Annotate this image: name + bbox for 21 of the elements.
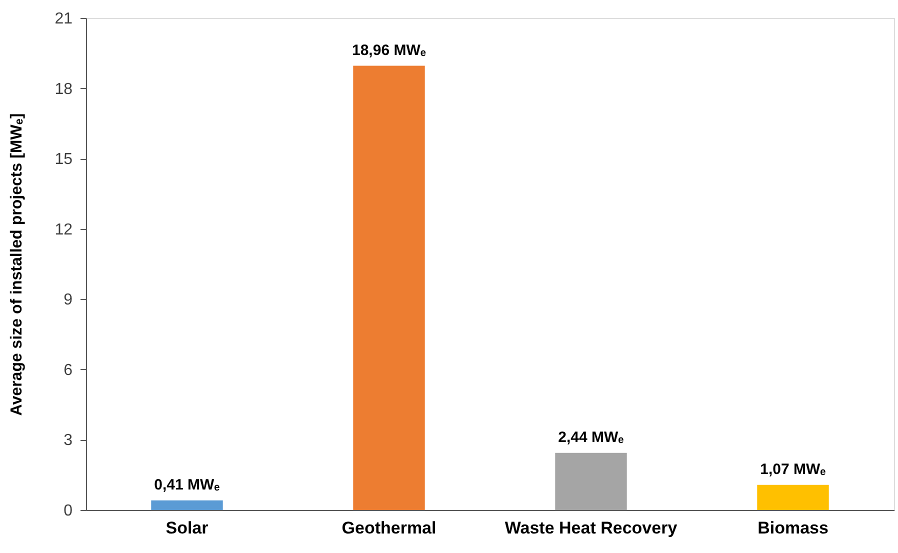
y-tick-label: 0	[64, 502, 73, 520]
bar	[555, 452, 627, 510]
y-tick-label: 6	[64, 362, 73, 379]
data-label: 1,07 MWₑ	[760, 460, 826, 478]
y-tick-label: 18	[54, 80, 73, 98]
x-tick-label: Biomass	[758, 518, 828, 538]
x-tick-label: Geothermal	[342, 518, 436, 538]
bar	[353, 66, 425, 510]
x-tick-label: Waste Heat Recovery	[504, 518, 678, 538]
bar	[757, 484, 829, 510]
data-label: 2,44 MWₑ	[558, 428, 624, 446]
y-tick-label: 15	[54, 151, 73, 168]
y-tick-label: 3	[64, 432, 73, 450]
y-tick-label: 9	[64, 292, 73, 309]
y-tick-label: 12	[54, 221, 73, 238]
data-label: 0,41 MWₑ	[154, 476, 220, 494]
y-tick-label: 21	[54, 10, 73, 28]
bar	[151, 500, 223, 510]
x-tick-label: Solar	[166, 518, 209, 538]
y-axis-title: Average size of installed projects [MWₑ]	[8, 113, 26, 416]
data-label: 18,96 MWₑ	[352, 42, 426, 59]
